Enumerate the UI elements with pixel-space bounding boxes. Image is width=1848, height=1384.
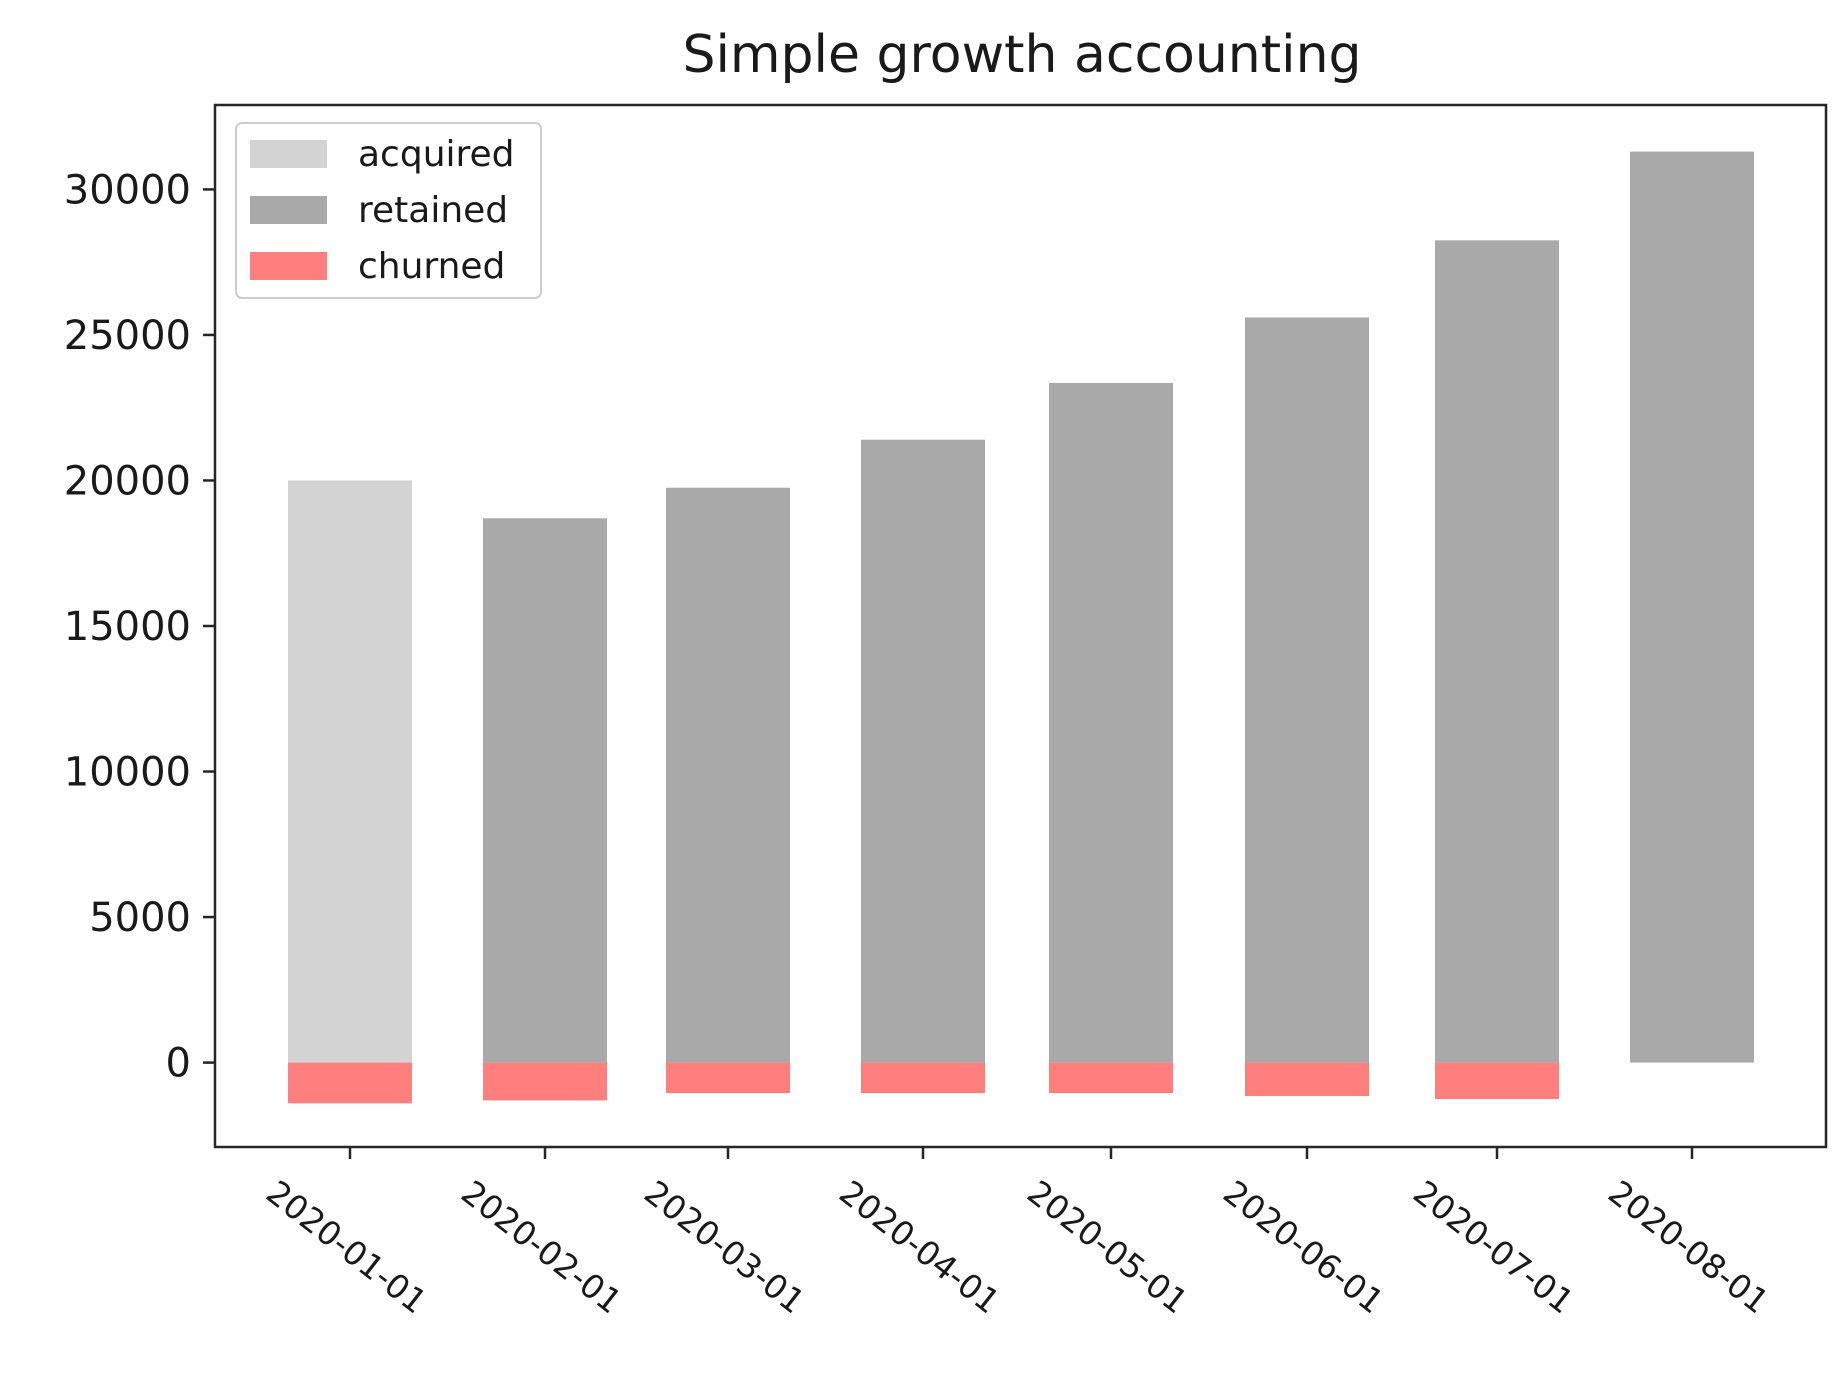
x-tick-label: 2020-08-01	[1601, 1173, 1776, 1322]
bar-retained-2020-07-01	[1435, 240, 1559, 1063]
legend-swatch-acquired	[250, 140, 327, 168]
plot-frame	[213, 103, 1828, 1149]
bar-retained-2020-04-01	[861, 439, 985, 1063]
bar-acquired-2020-01-01	[288, 480, 412, 1063]
y-tick-label: 30000	[64, 167, 191, 213]
x-tick-label: 2020-03-01	[637, 1173, 812, 1322]
legend: acquired retained churned	[235, 122, 542, 299]
bar-retained-2020-06-01	[1245, 317, 1369, 1063]
y-axis: 0 5000 10000 15000 20000 25000 30000	[64, 167, 215, 1087]
y-tick-label: 20000	[64, 458, 191, 504]
y-tick-label: 5000	[89, 895, 191, 941]
x-tick-label: 2020-02-01	[454, 1173, 629, 1322]
bar-retained-2020-05-01	[1049, 382, 1173, 1063]
bar-churned-2020-05-01	[1049, 1062, 1173, 1094]
legend-label-churned: churned	[358, 246, 505, 287]
x-tick-label: 2020-06-01	[1216, 1173, 1391, 1322]
bar-retained-2020-08-01	[1630, 151, 1754, 1063]
legend-swatch-churned	[250, 252, 327, 280]
bar-churned-2020-07-01	[1435, 1062, 1559, 1099]
x-tick-label: 2020-04-01	[832, 1173, 1007, 1322]
legend-swatch-retained	[250, 196, 327, 224]
x-tick-label: 2020-07-01	[1406, 1173, 1581, 1322]
y-tick-label: 15000	[64, 604, 191, 650]
bar-churned-2020-02-01	[483, 1062, 607, 1101]
bars-layer	[288, 151, 1754, 1104]
y-tick-label: 10000	[64, 750, 191, 796]
y-tick-label: 25000	[64, 313, 191, 359]
legend-label-retained: retained	[358, 190, 508, 231]
bar-churned-2020-04-01	[861, 1062, 985, 1094]
chart-title: Simple growth accounting	[682, 25, 1361, 85]
legend-label-acquired: acquired	[358, 134, 515, 175]
x-tick-label: 2020-05-01	[1020, 1173, 1195, 1322]
y-tick-label: 0	[166, 1041, 191, 1087]
bar-churned-2020-03-01	[666, 1062, 790, 1094]
bar-churned-2020-01-01	[288, 1062, 412, 1104]
x-axis: 2020-01-01 2020-02-01 2020-03-01 2020-04-01…	[259, 1147, 1776, 1321]
bar-retained-2020-03-01	[666, 487, 790, 1063]
bar-churned-2020-06-01	[1245, 1062, 1369, 1097]
x-tick-label: 2020-01-01	[259, 1173, 434, 1322]
bar-retained-2020-02-01	[483, 518, 607, 1063]
